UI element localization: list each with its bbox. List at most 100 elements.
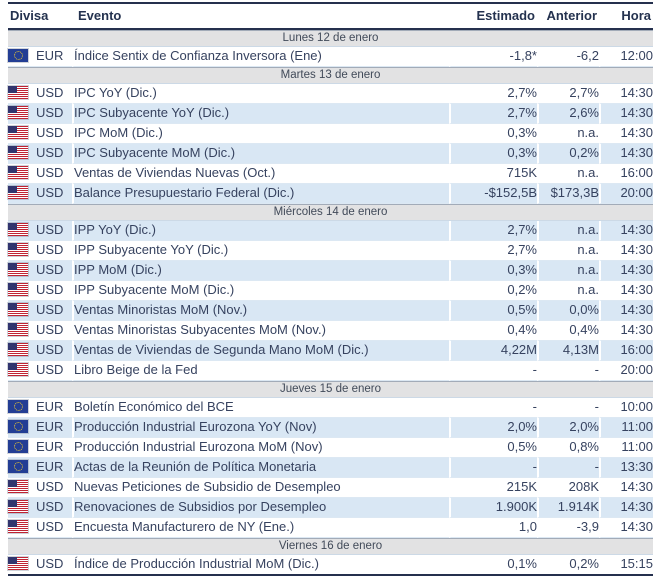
- event-row: USD Balance Presupuestario Federal (Dic.)…: [8, 184, 653, 204]
- currency-code: USD: [36, 125, 64, 140]
- us-flag-icon: [8, 223, 28, 236]
- divisa-cell: USD: [8, 518, 72, 538]
- us-flag-icon: [8, 243, 28, 256]
- estimado-value-cell: 0,5%: [449, 438, 537, 458]
- event-name-cell: Ventas de Viviendas Nuevas (Oct.): [72, 164, 449, 184]
- hora-value-cell: 16:00: [599, 164, 653, 184]
- estimado-value-cell: 0,3%: [449, 144, 537, 164]
- event-row: EUR Boletín Económico del BCE - -10:00: [8, 398, 653, 418]
- divisa-cell: USD: [8, 498, 72, 518]
- estimado-value-cell: 1.900K: [449, 498, 537, 518]
- currency-code: EUR: [36, 48, 64, 63]
- divisa-cell: USD: [8, 555, 72, 574]
- event-name-cell: Actas de la Reunión de Política Monetari…: [72, 458, 449, 478]
- hora-value-cell: 14:30: [599, 84, 653, 104]
- date-section-label: Miércoles 14 de enero: [8, 204, 653, 221]
- divisa-cell: EUR: [8, 47, 72, 67]
- event-row: USD IPC YoY (Dic.) 2,7% 2,7% 14:30: [8, 84, 653, 104]
- currency-code: USD: [36, 165, 64, 180]
- event-name-cell: Libro Beige de la Fed: [72, 361, 449, 381]
- hora-value-cell: 14:30: [599, 281, 653, 301]
- calendar-body: Lunes 12 de enero EUR Índice Sentix de Con…: [8, 30, 653, 574]
- event-row: USD Índice de Producción Industrial MoM (…: [8, 555, 653, 574]
- hora-value-cell: 14:30: [599, 321, 653, 341]
- anterior-value-cell: n.a.: [537, 261, 599, 281]
- divisa-cell: USD: [8, 361, 72, 381]
- anterior-value-cell: -: [537, 398, 599, 418]
- event-row: USD IPP Subyacente YoY (Dic.) 2,7% n.a. 14:3…: [8, 241, 653, 261]
- estimado-value-cell: 2,0%: [449, 418, 537, 438]
- event-row: USD Renovaciones de Subsidios por Desempl…: [8, 498, 653, 518]
- event-name-cell: IPC Subyacente YoY (Dic.): [72, 104, 449, 124]
- currency-code: USD: [36, 479, 64, 494]
- us-flag-icon: [8, 500, 28, 513]
- estimado-value-cell: 1,0: [449, 518, 537, 538]
- estimado-value-cell: 2,7%: [449, 241, 537, 261]
- estimado-value-cell: 0,5%: [449, 301, 537, 321]
- divisa-cell: USD: [8, 301, 72, 321]
- estimado-value-cell: -$152,5B: [449, 184, 537, 204]
- currency-code: USD: [36, 85, 64, 100]
- divisa-cell: EUR: [8, 458, 72, 478]
- column-header-row: Divisa Evento Estimado Anterior Hora: [8, 4, 653, 30]
- us-flag-icon: [8, 186, 28, 199]
- event-row: EUR Índice Sentix de Confianza Inversora …: [8, 47, 653, 67]
- hora-value-cell: 16:00: [599, 341, 653, 361]
- divisa-cell: USD: [8, 241, 72, 261]
- divisa-cell: USD: [8, 124, 72, 144]
- estimado-value-cell: 4,22M: [449, 341, 537, 361]
- hora-value-cell: 11:00: [599, 418, 653, 438]
- event-name-cell: Balance Presupuestario Federal (Dic.): [72, 184, 449, 204]
- anterior-value-cell: 1.914K: [537, 498, 599, 518]
- event-name-cell: Producción Industrial Eurozona MoM (Nov): [72, 438, 449, 458]
- event-name-cell: Encuesta Manufacturero de NY (Ene.): [72, 518, 449, 538]
- divisa-cell: USD: [8, 261, 72, 281]
- currency-code: USD: [36, 519, 64, 534]
- anterior-value-cell: 0,4%: [537, 321, 599, 341]
- date-section-row: Miércoles 14 de enero: [8, 204, 653, 221]
- economic-calendar-table: Divisa Evento Estimado Anterior Hora Lun…: [8, 2, 653, 576]
- date-section-label: Lunes 12 de enero: [8, 30, 653, 47]
- eu-flag-icon: [8, 440, 28, 453]
- currency-code: USD: [36, 282, 64, 297]
- event-row: USD IPC MoM (Dic.) 0,3% n.a. 14:30: [8, 124, 653, 144]
- eu-flag-icon: [8, 420, 28, 433]
- currency-code: USD: [36, 105, 64, 120]
- divisa-cell: USD: [8, 281, 72, 301]
- us-flag-icon: [8, 263, 28, 276]
- economic-calendar: Divisa Evento Estimado Anterior Hora Lun…: [8, 2, 653, 576]
- event-name-cell: IPP YoY (Dic.): [72, 221, 449, 241]
- eu-flag-icon: [8, 400, 28, 413]
- anterior-value-cell: 2,6%: [537, 104, 599, 124]
- event-row: USD IPC Subyacente MoM (Dic.) 0,3% 0,2% 14:3…: [8, 144, 653, 164]
- date-section-row: Viernes 16 de enero: [8, 538, 653, 555]
- event-row: USD IPP Subyacente MoM (Dic.) 0,2% n.a. 14:3…: [8, 281, 653, 301]
- hora-value-cell: 14:30: [599, 301, 653, 321]
- column-header-hora: Hora: [599, 4, 653, 30]
- estimado-value-cell: 0,3%: [449, 124, 537, 144]
- hora-value-cell: 14:30: [599, 221, 653, 241]
- divisa-cell: USD: [8, 321, 72, 341]
- divisa-cell: USD: [8, 84, 72, 104]
- currency-code: EUR: [36, 399, 64, 414]
- divisa-cell: USD: [8, 144, 72, 164]
- event-name-cell: IPC YoY (Dic.): [72, 84, 449, 104]
- event-row: USD IPP MoM (Dic.) 0,3% n.a. 14:30: [8, 261, 653, 281]
- anterior-value-cell: 0,2%: [537, 144, 599, 164]
- event-name-cell: IPP MoM (Dic.): [72, 261, 449, 281]
- currency-code: EUR: [36, 439, 64, 454]
- hora-value-cell: 13:30: [599, 458, 653, 478]
- estimado-value-cell: -: [449, 458, 537, 478]
- event-row: USD Ventas de Viviendas de Segunda Mano M…: [8, 341, 653, 361]
- us-flag-icon: [8, 480, 28, 493]
- anterior-value-cell: n.a.: [537, 281, 599, 301]
- anterior-value-cell: -: [537, 361, 599, 381]
- event-name-cell: IPP Subyacente YoY (Dic.): [72, 241, 449, 261]
- hora-value-cell: 15:15: [599, 555, 653, 574]
- anterior-value-cell: 2,7%: [537, 84, 599, 104]
- date-section-row: Jueves 15 de enero: [8, 381, 653, 398]
- estimado-value-cell: -1,8*: [449, 47, 537, 67]
- estimado-value-cell: -: [449, 398, 537, 418]
- date-section-label: Martes 13 de enero: [8, 67, 653, 84]
- date-section-label: Jueves 15 de enero: [8, 381, 653, 398]
